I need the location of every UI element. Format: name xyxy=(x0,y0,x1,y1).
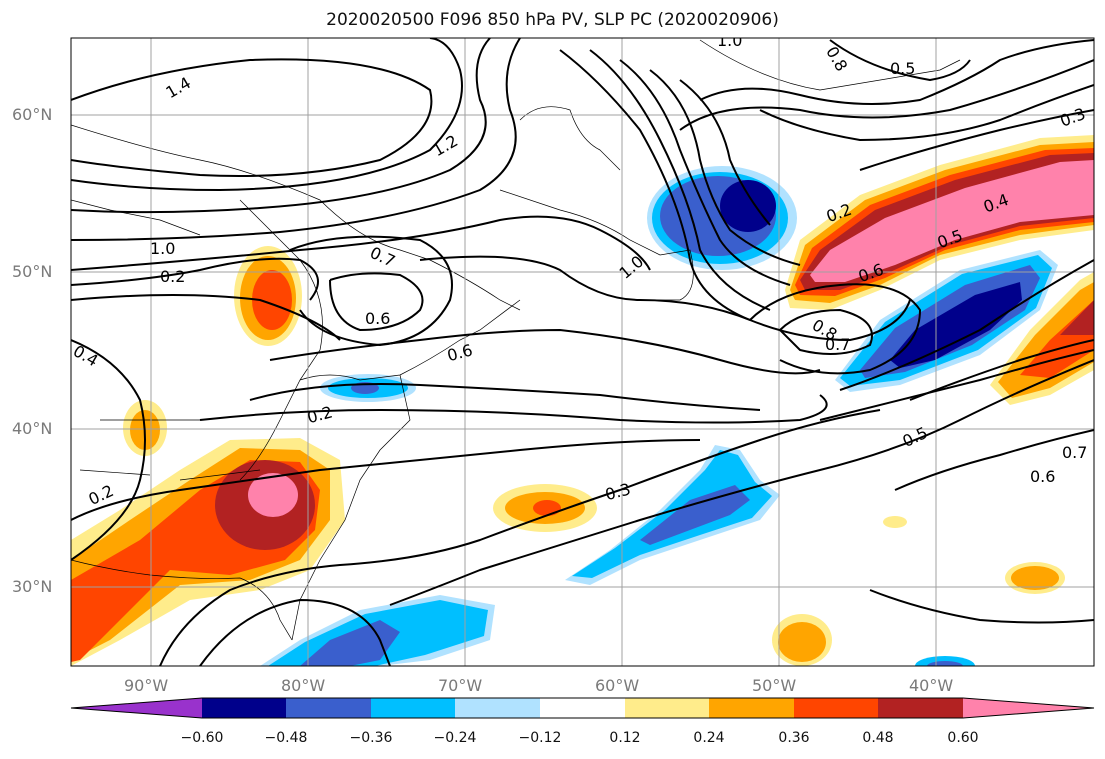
contour-label: 0.3 xyxy=(603,479,633,504)
colorbar-segment xyxy=(202,698,286,718)
contour-label: 1.0 xyxy=(150,239,175,258)
coastline-layer xyxy=(71,39,961,641)
lon-label-90w: 90°W xyxy=(124,676,169,695)
lat-label-30n: 30°N xyxy=(12,577,53,596)
contour-label: 0.8 xyxy=(822,43,851,75)
colorbar-segment xyxy=(625,698,709,718)
colorbar-tick-label: −0.48 xyxy=(264,730,308,746)
colorbar-tick-label: −0.24 xyxy=(433,730,477,746)
colorbar-segment xyxy=(794,698,878,718)
contour-labels: 1.4 1.2 1.0 1.0 1.0 0.8 0.5 0.3 0.2 0.4 … xyxy=(70,31,1088,509)
colorbar-tick-label: 0.60 xyxy=(947,730,979,746)
contour-label: 0.7 xyxy=(1062,443,1087,462)
colorbar-tick-label: −0.36 xyxy=(349,730,393,746)
colorbar xyxy=(70,697,1095,719)
contour-label: 0.2 xyxy=(160,267,185,286)
colorbar-tick-label: 0.12 xyxy=(609,730,641,746)
lat-label-40n: 40°N xyxy=(12,419,53,438)
colorbar-tick-label: −0.60 xyxy=(180,730,224,746)
colorbar-segment xyxy=(455,698,540,718)
lon-label-40w: 40°W xyxy=(909,676,954,695)
lat-label-50n: 50°N xyxy=(12,262,53,281)
lon-label-80w: 80°W xyxy=(281,676,326,695)
pv-fill-layer xyxy=(71,135,1094,666)
contour-label: 0.5 xyxy=(890,59,915,78)
colorbar-segment xyxy=(709,698,794,718)
contour-label: 0.7 xyxy=(367,243,398,271)
colorbar-tick-label: 0.24 xyxy=(693,730,725,746)
contour-label: 0.3 xyxy=(1057,104,1087,131)
contour-label: 1.2 xyxy=(430,131,462,160)
colorbar-segment xyxy=(286,698,371,718)
colorbar-tick-label: −0.12 xyxy=(518,730,562,746)
contour-label: 0.2 xyxy=(305,402,335,427)
colorbar-segment xyxy=(878,698,963,718)
lon-label-70w: 70°W xyxy=(438,676,483,695)
contour-label: 1.0 xyxy=(717,31,742,50)
plot-frame xyxy=(70,37,1095,667)
colorbar-tick-label: 0.48 xyxy=(862,730,894,746)
colorbar-outline xyxy=(70,697,1095,719)
contour-label: 0.6 xyxy=(1030,467,1055,486)
map-title: 2020020500 F096 850 hPa PV, SLP PC (2020… xyxy=(326,10,779,30)
contour-label: 0.7 xyxy=(825,335,850,354)
contour-label: 0.6 xyxy=(445,340,475,365)
graticule xyxy=(71,38,1094,666)
slp-contour-layer xyxy=(71,38,1094,666)
lon-label-60w: 60°W xyxy=(595,676,640,695)
colorbar-extend-left xyxy=(71,698,202,718)
colorbar-segment xyxy=(371,698,455,718)
colorbar-extend-right xyxy=(963,698,1094,718)
contour-label: 0.5 xyxy=(900,423,931,451)
colorbar-tick-label: 0.36 xyxy=(778,730,810,746)
lon-label-50w: 50°W xyxy=(752,676,797,695)
contour-label: 1.0 xyxy=(615,252,647,283)
contour-label: 0.4 xyxy=(70,341,102,370)
lat-label-60n: 60°N xyxy=(12,105,53,124)
colorbar-segment xyxy=(540,698,625,718)
contour-label: 1.4 xyxy=(163,73,195,102)
contour-label: 0.6 xyxy=(365,309,390,328)
